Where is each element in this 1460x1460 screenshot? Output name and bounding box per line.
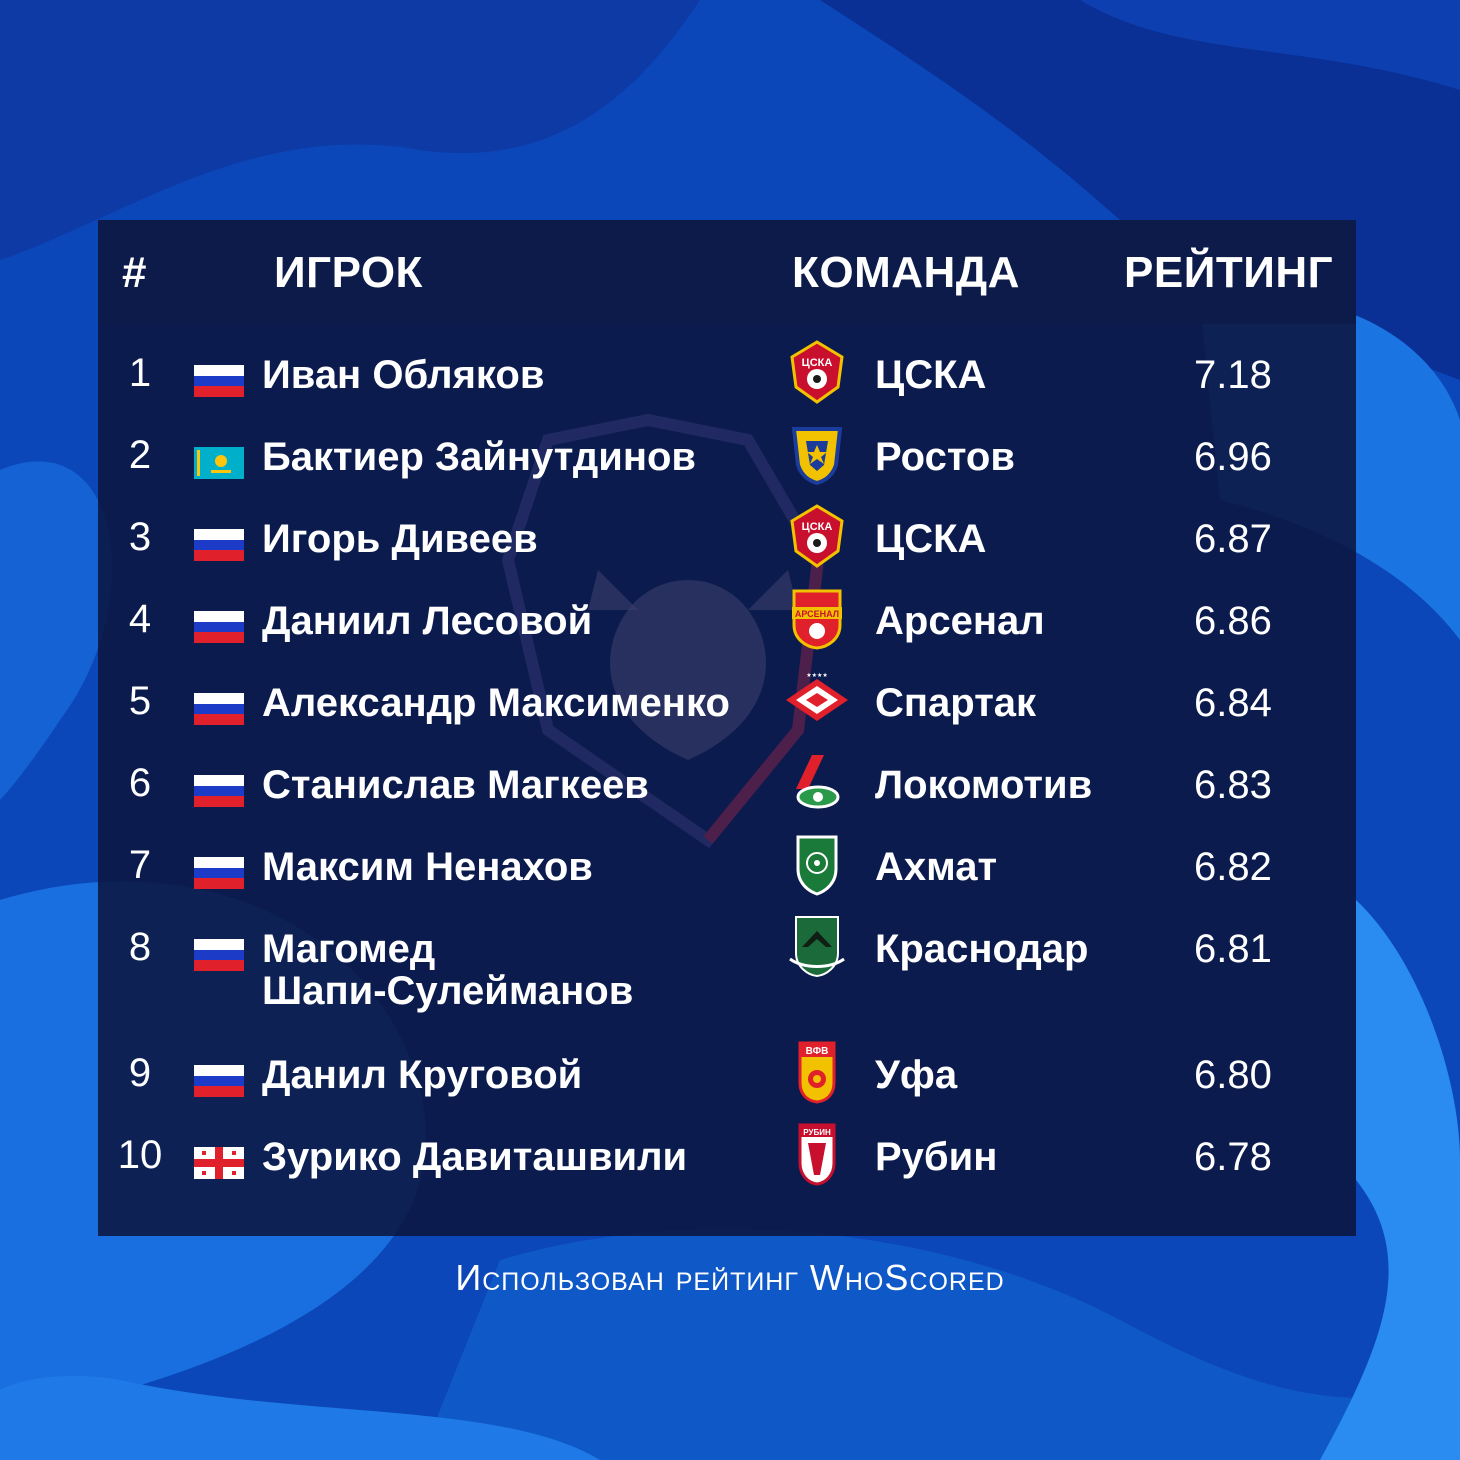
rank: 6 bbox=[128, 761, 152, 805]
team-name: ЦСКА bbox=[875, 353, 987, 397]
rating-value: 6.82 bbox=[1194, 845, 1272, 889]
rating-value: 6.78 bbox=[1194, 1135, 1272, 1179]
cska-crest-icon: ЦСКА bbox=[790, 504, 844, 568]
header-player: ИГРОК bbox=[274, 248, 423, 297]
crest-text: ВФВ bbox=[806, 1046, 829, 1057]
player-name: Данил Круговой bbox=[262, 1053, 583, 1097]
russia-flag-icon bbox=[194, 775, 244, 807]
player-name: Даниил Лесовой bbox=[262, 599, 593, 643]
player-name: Иван Обляков bbox=[262, 353, 545, 397]
rating-value: 6.96 bbox=[1194, 435, 1272, 479]
russia-flag-icon bbox=[194, 365, 244, 397]
crest-text: РУБИН bbox=[803, 1128, 831, 1137]
table-row: 4 Даниил Лесовой АРСЕНАЛ Арсенал 6.86 bbox=[98, 589, 1356, 679]
table-row: 8 Магомед Шапи-Сулейманов Краснодар 6.81 bbox=[98, 916, 1356, 1047]
russia-flag-icon bbox=[194, 529, 244, 561]
russia-flag-icon bbox=[194, 611, 244, 643]
team-name: Спартак bbox=[875, 681, 1037, 725]
rating-value: 6.86 bbox=[1194, 599, 1272, 643]
rating-value: 6.84 bbox=[1194, 681, 1272, 725]
krasnodar-crest-icon bbox=[789, 916, 845, 978]
rank: 1 bbox=[128, 351, 152, 395]
rank: 9 bbox=[128, 1051, 152, 1095]
crest-text: ЦСКА bbox=[802, 521, 833, 533]
rating-value: 6.87 bbox=[1194, 517, 1272, 561]
team-name: ЦСКА bbox=[875, 517, 987, 561]
player-name-line1: Магомед bbox=[262, 927, 436, 971]
header-rank: # bbox=[122, 248, 147, 297]
table-row: 1 Иван Обляков ЦСКА ЦСКА 7.18 bbox=[98, 340, 1356, 433]
rating-value: 6.80 bbox=[1194, 1053, 1272, 1097]
svg-text:★★★★: ★★★★ bbox=[806, 672, 828, 679]
crest-text: ЦСКА bbox=[802, 357, 833, 369]
cska-crest-icon: ЦСКА bbox=[790, 340, 844, 404]
rank: 4 bbox=[128, 597, 152, 641]
player-name: Александр Максименко bbox=[262, 681, 730, 725]
team-name: Ростов bbox=[875, 435, 1015, 479]
russia-flag-icon bbox=[194, 1065, 244, 1097]
player-name-line2: Шапи-Сулейманов bbox=[262, 969, 634, 1013]
team-name: Ахмат bbox=[875, 845, 998, 889]
rank: 5 bbox=[128, 679, 152, 723]
player-name: Бактиер Зайнутдинов bbox=[262, 435, 697, 479]
ufa-crest-icon: ВФВ bbox=[798, 1041, 836, 1104]
team-name: Арсенал bbox=[875, 599, 1045, 643]
table-row: 3 Игорь Дивеев ЦСКА ЦСКА 6.87 bbox=[98, 504, 1356, 597]
rubin-crest-icon: РУБИН bbox=[798, 1123, 836, 1186]
team-name: Рубин bbox=[875, 1135, 998, 1179]
table-header: # ИГРОК КОМАНДА РЕЙТИНГ bbox=[98, 220, 1356, 324]
table-row: 6 Станислав Магкеев Локомотив 6.83 bbox=[98, 755, 1356, 843]
rank: 3 bbox=[128, 515, 152, 559]
rostov-crest-icon bbox=[791, 427, 843, 486]
kazakhstan-flag-icon bbox=[194, 447, 244, 479]
team-name: Уфа bbox=[875, 1053, 958, 1097]
rating-value: 7.18 bbox=[1194, 353, 1272, 397]
rank: 7 bbox=[128, 843, 152, 887]
crest-text: АРСЕНАЛ bbox=[795, 609, 839, 619]
player-name: Максим Ненахов bbox=[262, 845, 593, 889]
rank: 2 bbox=[128, 433, 152, 477]
rank: 8 bbox=[128, 925, 152, 969]
table-row: 9 Данил Круговой ВФВ Уфа 6.80 bbox=[98, 1041, 1356, 1133]
header-rating: РЕЙТИНГ bbox=[1124, 248, 1334, 297]
table-row: 2 Бактиер Зайнутдинов Ростов 6.96 bbox=[98, 427, 1356, 515]
russia-flag-icon bbox=[194, 857, 244, 889]
player-name: Игорь Дивеев bbox=[262, 517, 538, 561]
georgia-flag-icon bbox=[194, 1147, 244, 1179]
table-row: 5 Александр Максименко ★★★★ Спартак 6.84 bbox=[98, 672, 1356, 761]
table-row: 7 Максим Ненахов Ахмат 6.82 bbox=[98, 835, 1356, 925]
arsenal-crest-icon: АРСЕНАЛ bbox=[792, 589, 842, 650]
rank: 10 bbox=[117, 1133, 163, 1177]
rating-value: 6.83 bbox=[1194, 763, 1272, 807]
russia-flag-icon bbox=[194, 939, 244, 971]
team-name: Локомотив bbox=[875, 763, 1093, 807]
rating-value: 6.81 bbox=[1194, 927, 1272, 971]
source-caption: Использован рейтинг WhoScored bbox=[455, 1257, 1005, 1298]
team-name: Краснодар bbox=[875, 927, 1089, 971]
ratings-table-panel: # ИГРОК КОМАНДА РЕЙТИНГ 1 Иван Обляков Ц… bbox=[98, 220, 1356, 1236]
russia-flag-icon bbox=[194, 693, 244, 725]
lokomotiv-crest-icon bbox=[796, 755, 840, 809]
player-name: Станислав Магкеев bbox=[262, 763, 649, 807]
table-row: 10 Зурико Давиташвили РУБИН Рубин 6.78 bbox=[98, 1123, 1356, 1215]
spartak-crest-icon: ★★★★ bbox=[786, 672, 848, 721]
akhmat-crest-icon bbox=[796, 835, 838, 896]
header-team: КОМАНДА bbox=[792, 248, 1020, 297]
player-name: Зурико Давиташвили bbox=[262, 1135, 688, 1179]
